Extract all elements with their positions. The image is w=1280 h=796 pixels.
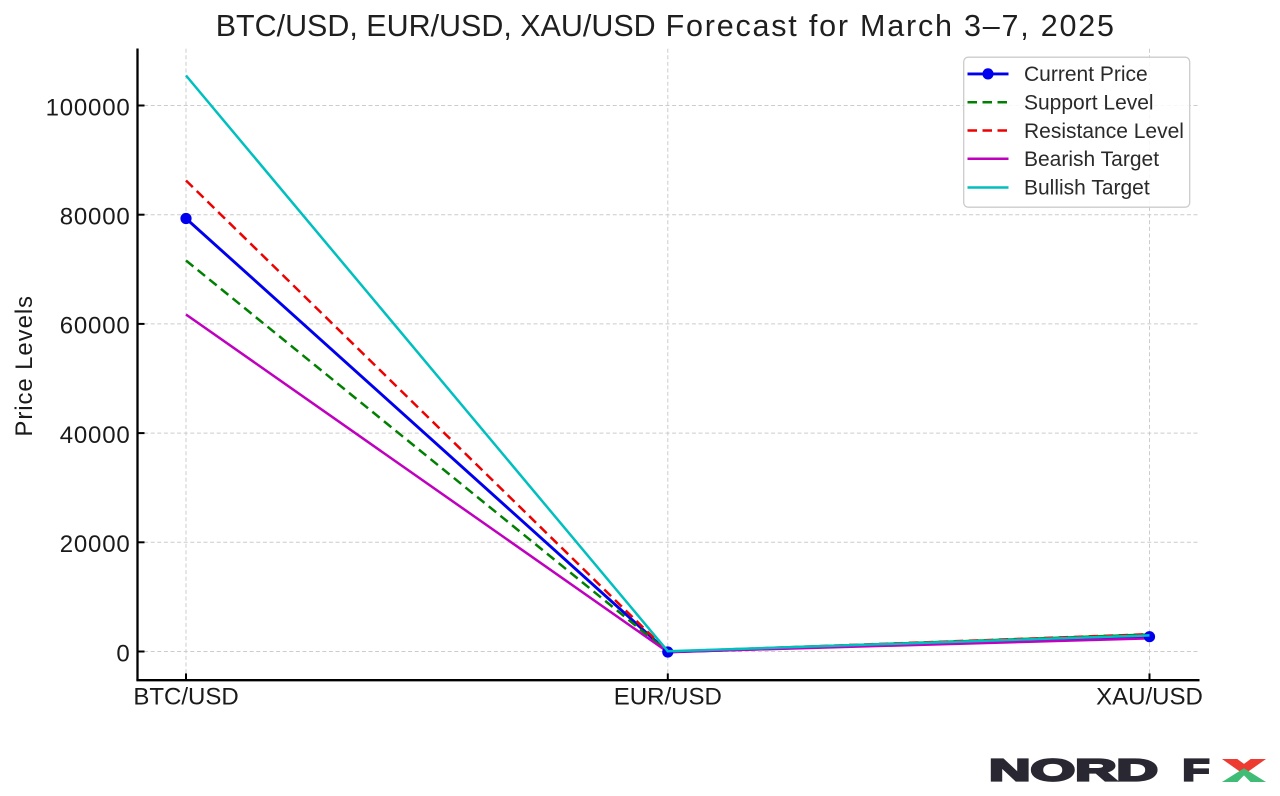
svg-text:NORD: NORD [989,753,1158,788]
svg-text:80000: 80000 [60,204,131,231]
svg-text:F: F [1183,753,1210,788]
svg-text:100000: 100000 [46,94,131,121]
svg-text:XAU/USD: XAU/USD [1096,683,1203,710]
svg-text:Price Levels: Price Levels [11,295,38,437]
svg-text:Current Price: Current Price [1024,63,1148,86]
svg-text:40000: 40000 [60,422,131,449]
svg-text:Bullish Target: Bullish Target [1024,176,1150,199]
svg-text:60000: 60000 [60,313,131,340]
svg-text:Support Level: Support Level [1024,92,1154,115]
svg-text:Forecast for March 3–7, 2025: Forecast for March 3–7, 2025 [666,9,1114,43]
svg-text:BTC/USD: BTC/USD [133,683,238,710]
svg-text:20000: 20000 [60,531,131,558]
svg-text:BTC/USD, EUR/USD, XAU/USD: BTC/USD, EUR/USD, XAU/USD [216,9,656,43]
svg-text:Bearish Target: Bearish Target [1024,148,1159,171]
svg-text:0: 0 [116,640,130,667]
svg-text:Resistance Level: Resistance Level [1024,120,1184,143]
svg-text:EUR/USD: EUR/USD [614,683,722,710]
